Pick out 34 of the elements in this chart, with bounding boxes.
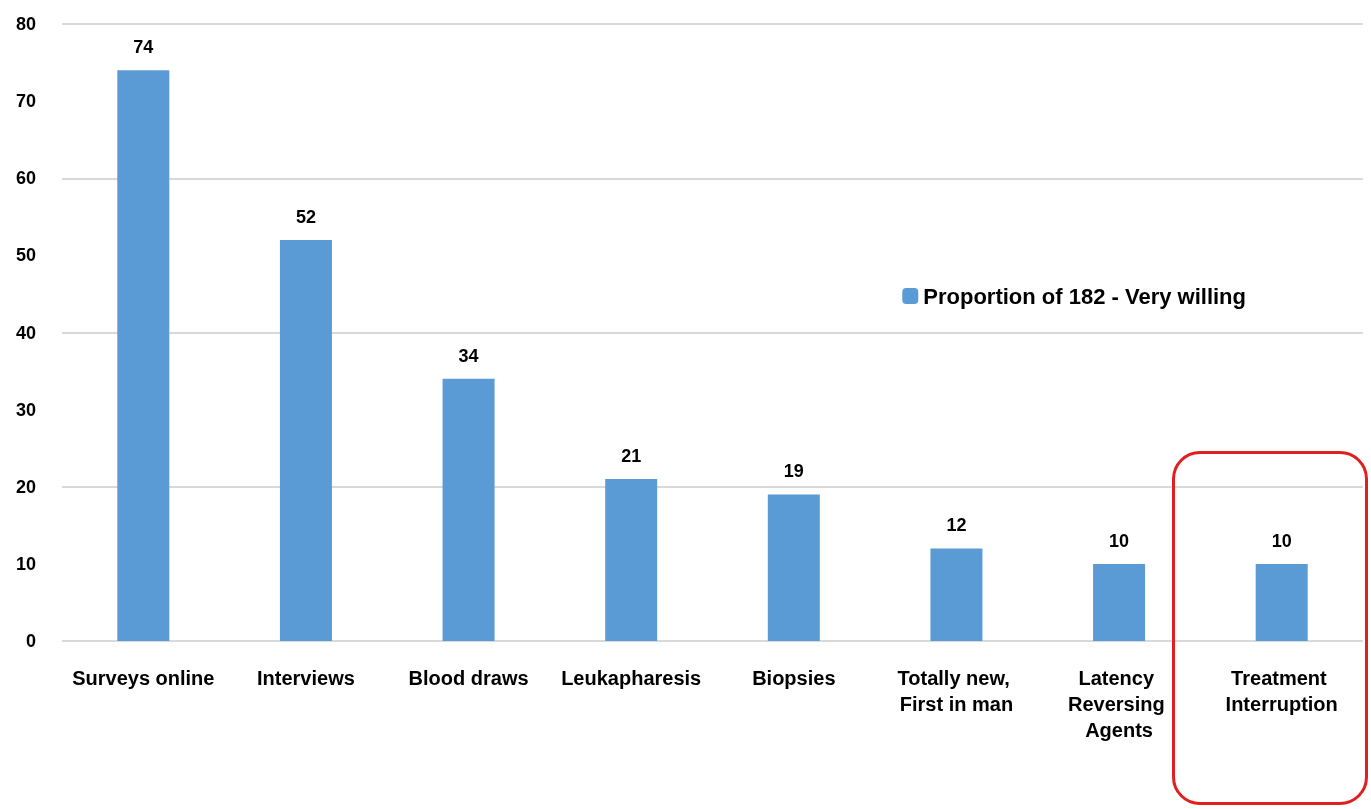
data-label: 21 [621, 446, 642, 467]
legend-label: Proportion of 182 - Very willing [923, 283, 1246, 309]
y-tick-label: 40 [15, 322, 36, 343]
bar [930, 548, 983, 641]
data-label: 74 [133, 37, 154, 58]
y-tick-label: 0 [25, 631, 36, 651]
y-tick-label: 70 [15, 91, 36, 112]
y-tick-label: 10 [15, 553, 36, 574]
bar [605, 479, 658, 641]
bar [117, 70, 170, 641]
x-tick-label: Totally new, First in man [897, 667, 1016, 715]
x-tick-label: Surveys online [72, 667, 215, 689]
data-label: 12 [946, 515, 967, 536]
y-tick-label: 80 [15, 14, 36, 34]
data-label: 10 [1109, 530, 1130, 551]
y-tick-label: 20 [15, 476, 36, 497]
y-tick-label: 60 [15, 168, 36, 189]
bar [1093, 563, 1146, 641]
x-tick-label: Biopsies [752, 667, 836, 689]
bar [767, 494, 820, 641]
x-tick-label: Blood draws [408, 667, 529, 689]
data-label: 52 [295, 206, 316, 227]
bar [279, 239, 332, 641]
x-tick-label: Interviews [257, 667, 355, 689]
x-tick-label: Treatment Interruption [1225, 667, 1338, 715]
y-tick-label: 30 [15, 399, 36, 420]
x-tick-label: Latency Reversing Agents [1067, 667, 1171, 741]
data-label: 19 [783, 461, 804, 482]
bar [442, 378, 495, 641]
y-tick-label: 50 [15, 245, 36, 266]
bar [1255, 563, 1308, 641]
data-label: 10 [1271, 530, 1292, 551]
data-label: 34 [458, 345, 479, 366]
x-tick-label: Leukapharesis [561, 667, 702, 689]
